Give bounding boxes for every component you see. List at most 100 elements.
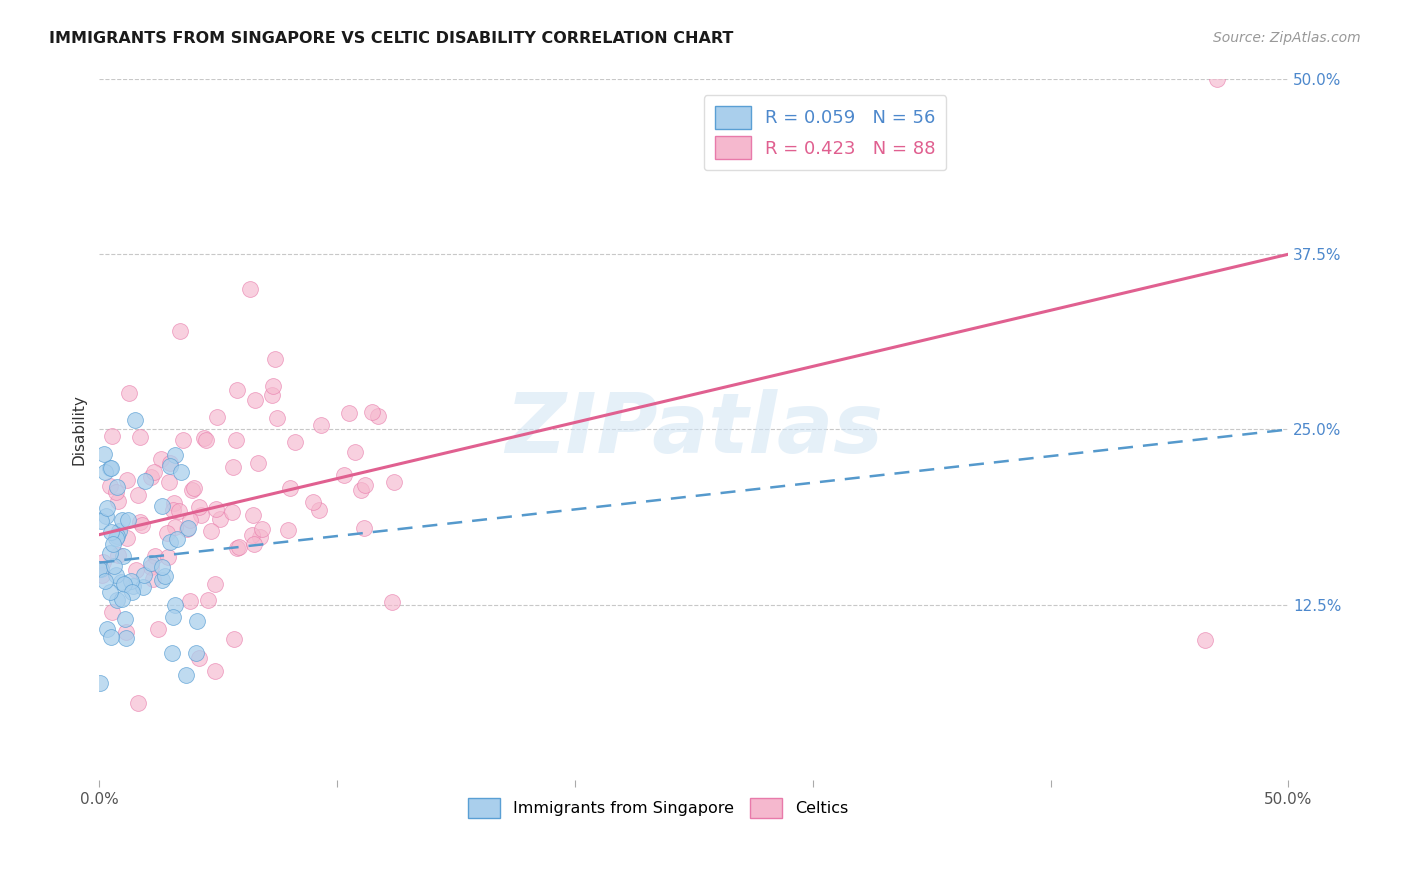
Point bbox=[98, 461, 121, 475]
Point bbox=[245, 392, 267, 407]
Point bbox=[114, 625, 136, 640]
Point bbox=[105, 593, 128, 607]
Point bbox=[1206, 72, 1229, 87]
Point bbox=[159, 456, 181, 470]
Point bbox=[197, 592, 219, 607]
Point bbox=[333, 468, 356, 483]
Point bbox=[150, 499, 173, 513]
Point bbox=[350, 483, 373, 498]
Point bbox=[122, 579, 145, 593]
Point bbox=[120, 574, 142, 589]
Point bbox=[129, 515, 152, 529]
Point bbox=[156, 525, 179, 540]
Point bbox=[225, 383, 247, 397]
Point bbox=[160, 646, 183, 660]
Point bbox=[157, 475, 180, 489]
Point bbox=[277, 523, 299, 537]
Point bbox=[96, 500, 118, 515]
Point bbox=[260, 387, 283, 401]
Point bbox=[101, 605, 124, 619]
Point bbox=[186, 614, 208, 628]
Point bbox=[381, 595, 404, 609]
Point bbox=[134, 474, 156, 488]
Point bbox=[93, 465, 115, 479]
Point bbox=[169, 504, 191, 518]
Point bbox=[90, 567, 112, 582]
Point bbox=[228, 540, 250, 554]
Point bbox=[165, 519, 187, 533]
Point bbox=[159, 534, 181, 549]
Point bbox=[127, 488, 149, 502]
Point bbox=[101, 537, 124, 551]
Point bbox=[190, 508, 212, 522]
Point bbox=[114, 612, 136, 626]
Point bbox=[187, 500, 209, 514]
Point bbox=[163, 448, 186, 462]
Point bbox=[100, 630, 122, 644]
Point bbox=[163, 496, 186, 510]
Point bbox=[89, 676, 111, 690]
Point bbox=[121, 585, 143, 599]
Point bbox=[110, 574, 132, 589]
Point bbox=[105, 480, 128, 494]
Point bbox=[337, 406, 360, 420]
Point bbox=[104, 531, 127, 545]
Point bbox=[139, 559, 162, 574]
Point bbox=[117, 513, 139, 527]
Point bbox=[98, 584, 121, 599]
Point bbox=[103, 559, 125, 574]
Point bbox=[172, 433, 194, 447]
Point bbox=[150, 574, 173, 588]
Point bbox=[174, 667, 197, 681]
Point bbox=[143, 549, 166, 563]
Legend: Immigrants from Singapore, Celtics: Immigrants from Singapore, Celtics bbox=[463, 791, 855, 824]
Point bbox=[111, 513, 134, 527]
Point bbox=[204, 664, 226, 678]
Point bbox=[361, 405, 384, 419]
Point bbox=[183, 482, 205, 496]
Point bbox=[302, 495, 325, 509]
Point bbox=[177, 521, 200, 535]
Point bbox=[221, 505, 243, 519]
Point bbox=[209, 512, 232, 526]
Point bbox=[226, 541, 249, 555]
Point bbox=[179, 594, 201, 608]
Text: Source: ZipAtlas.com: Source: ZipAtlas.com bbox=[1213, 31, 1361, 45]
Point bbox=[91, 555, 114, 569]
Point bbox=[250, 522, 273, 536]
Point bbox=[156, 550, 179, 565]
Point bbox=[105, 567, 128, 582]
Point bbox=[105, 485, 128, 500]
Point bbox=[180, 483, 202, 497]
Point bbox=[125, 563, 148, 577]
Point bbox=[243, 536, 266, 550]
Point bbox=[222, 632, 245, 646]
Point bbox=[284, 434, 307, 449]
Point bbox=[96, 622, 118, 636]
Point bbox=[149, 452, 172, 467]
Point bbox=[1194, 632, 1216, 647]
Point bbox=[179, 513, 201, 527]
Point bbox=[105, 529, 128, 543]
Text: ZIPatlas: ZIPatlas bbox=[505, 389, 883, 470]
Point bbox=[90, 561, 112, 575]
Point bbox=[108, 524, 131, 538]
Point bbox=[162, 610, 184, 624]
Point bbox=[134, 568, 156, 582]
Point bbox=[239, 282, 262, 296]
Point bbox=[118, 386, 141, 401]
Point bbox=[124, 413, 146, 427]
Point bbox=[193, 431, 215, 445]
Point bbox=[308, 502, 330, 516]
Point bbox=[240, 527, 263, 541]
Point bbox=[170, 466, 193, 480]
Point bbox=[262, 379, 284, 393]
Point bbox=[162, 503, 184, 517]
Point bbox=[225, 433, 247, 447]
Point bbox=[195, 433, 218, 447]
Point bbox=[367, 409, 389, 424]
Point bbox=[150, 560, 173, 574]
Point bbox=[112, 577, 135, 591]
Point bbox=[242, 508, 264, 523]
Point bbox=[153, 569, 176, 583]
